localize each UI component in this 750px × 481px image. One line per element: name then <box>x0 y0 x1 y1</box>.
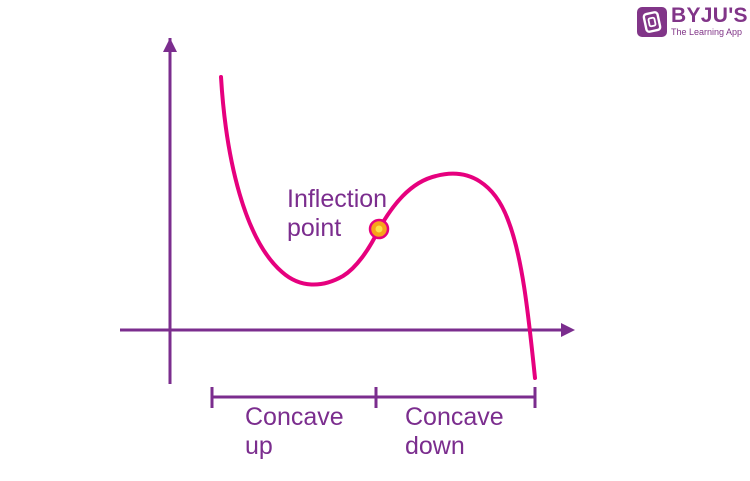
concave-down-label: Concave down <box>405 403 504 460</box>
concave-up-label: Concave up <box>245 403 344 460</box>
y-axis-arrow <box>163 38 177 52</box>
byjus-logo-wordmark: BYJU'S <box>671 4 748 27</box>
byjus-logo-tagline: The Learning App <box>671 27 743 37</box>
byjus-logo: BYJU'S The Learning App <box>637 4 748 44</box>
inflection-point-label: Inflection point <box>287 185 388 242</box>
x-axis-arrow <box>561 323 575 337</box>
byjus-logo-icon <box>637 7 667 37</box>
inflection-point-core <box>375 225 383 233</box>
